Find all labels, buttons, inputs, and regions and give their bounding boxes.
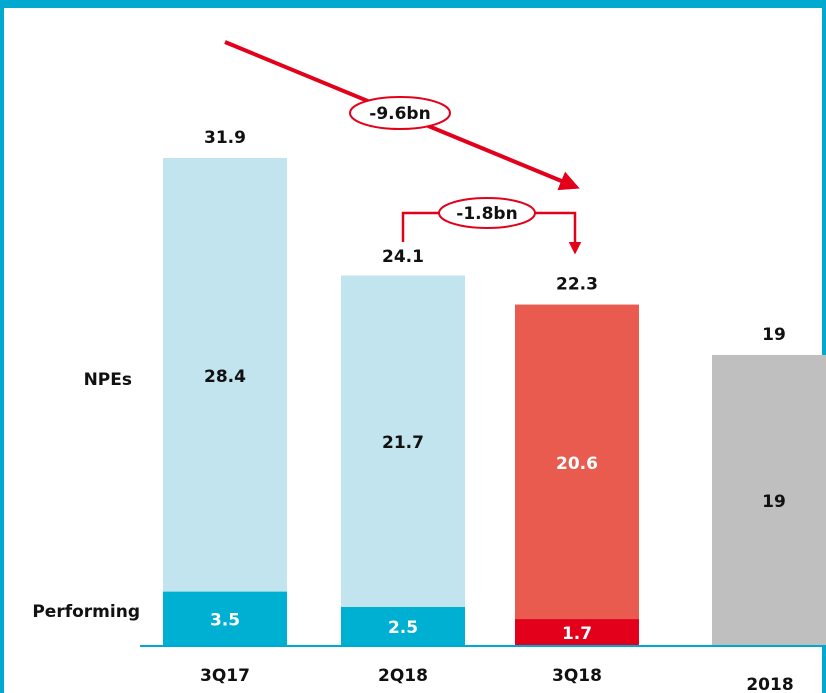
total-label: 19	[762, 325, 786, 345]
x-tick-label: 3Q18	[552, 666, 602, 686]
annotation-bubble	[349, 96, 451, 130]
frame-right	[822, 0, 826, 693]
x-tick-label: 3Q17	[200, 666, 250, 686]
total-label: 24.1	[382, 247, 424, 267]
series-label: Performing	[32, 602, 140, 622]
bar-segment	[341, 606, 465, 645]
total-label: 31.9	[204, 128, 246, 148]
bar-segment	[163, 591, 287, 645]
segment-label: 20.6	[556, 454, 598, 474]
segment-label: 3.5	[210, 610, 240, 630]
label-box	[549, 620, 605, 645]
annotation: -9.6bn	[369, 104, 430, 124]
frame-top	[0, 0, 826, 8]
annotation-bubble	[438, 197, 536, 229]
bar-segment	[341, 275, 465, 607]
total-label: 22.3	[556, 275, 598, 295]
segment-label: 21.7	[382, 433, 424, 453]
bar-segment	[515, 304, 639, 620]
bar-segment	[712, 354, 826, 645]
x-tick-label: 2018	[746, 675, 793, 693]
segment-label: 19	[762, 492, 786, 512]
bar-segment	[163, 158, 287, 592]
annotation: -1.8bn	[456, 204, 517, 224]
series-label: NPEs	[84, 370, 132, 390]
frame-left	[0, 0, 4, 693]
segment-label: 28.4	[204, 367, 246, 387]
x-tick-label: 2Q18	[378, 666, 428, 686]
segment-label: 1.7	[562, 624, 592, 644]
segment-label: 2.5	[388, 618, 418, 638]
